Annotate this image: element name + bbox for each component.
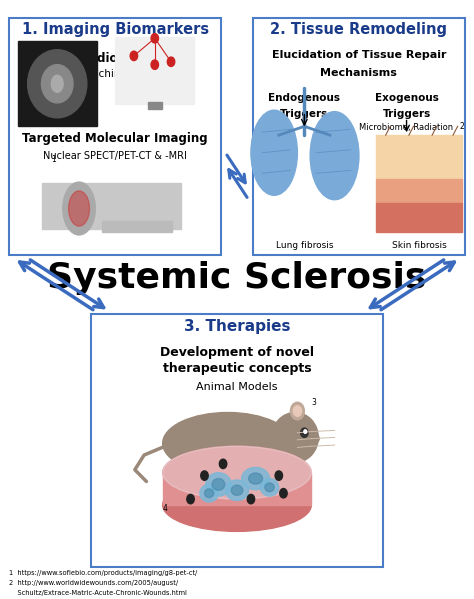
Ellipse shape bbox=[163, 479, 311, 531]
Text: Exogenous: Exogenous bbox=[374, 93, 438, 103]
Text: 2: 2 bbox=[460, 122, 465, 131]
Bar bbox=[148, 102, 162, 109]
Text: Targeted Molecular Imaging: Targeted Molecular Imaging bbox=[22, 132, 208, 145]
Ellipse shape bbox=[242, 467, 270, 490]
Ellipse shape bbox=[206, 473, 231, 496]
Circle shape bbox=[151, 34, 158, 43]
FancyBboxPatch shape bbox=[9, 18, 221, 255]
Ellipse shape bbox=[163, 446, 311, 499]
Bar bbox=[163, 473, 311, 505]
Bar bbox=[102, 222, 172, 232]
FancyBboxPatch shape bbox=[91, 314, 383, 567]
Text: Mechanisms: Mechanisms bbox=[320, 68, 397, 78]
Text: 1. Imaging Biomarkers: 1. Imaging Biomarkers bbox=[21, 22, 209, 37]
Circle shape bbox=[280, 489, 287, 498]
Ellipse shape bbox=[51, 75, 63, 92]
Bar bbox=[42, 183, 181, 229]
Bar bbox=[18, 41, 97, 126]
Text: Schultz/Extrace-Matric-Acute-Chronic-Wounds.html: Schultz/Extrace-Matric-Acute-Chronic-Wou… bbox=[9, 590, 187, 596]
Text: Endogenous: Endogenous bbox=[268, 93, 340, 103]
Ellipse shape bbox=[311, 434, 319, 443]
Ellipse shape bbox=[248, 473, 263, 484]
Text: 1: 1 bbox=[51, 155, 56, 164]
Circle shape bbox=[275, 471, 283, 480]
Text: Animal Models: Animal Models bbox=[196, 382, 278, 392]
Ellipse shape bbox=[200, 485, 219, 502]
FancyBboxPatch shape bbox=[253, 18, 465, 255]
Text: Nuclear SPECT/PET-CT & -MRI: Nuclear SPECT/PET-CT & -MRI bbox=[43, 151, 187, 161]
Ellipse shape bbox=[272, 413, 319, 462]
Ellipse shape bbox=[204, 489, 214, 498]
Ellipse shape bbox=[212, 479, 225, 490]
Text: Lung fibrosis: Lung fibrosis bbox=[275, 241, 333, 250]
Circle shape bbox=[167, 57, 175, 66]
Ellipse shape bbox=[231, 485, 243, 495]
Bar bbox=[376, 135, 462, 179]
Text: Skin fibrosis: Skin fibrosis bbox=[392, 241, 447, 250]
Ellipse shape bbox=[251, 110, 297, 195]
Ellipse shape bbox=[163, 413, 293, 474]
Text: Radiomics: Radiomics bbox=[81, 52, 149, 65]
Text: 3. Therapies: 3. Therapies bbox=[184, 319, 290, 334]
Ellipse shape bbox=[27, 50, 87, 118]
Bar bbox=[115, 37, 194, 104]
Text: Triggers: Triggers bbox=[280, 109, 328, 119]
Circle shape bbox=[219, 459, 227, 468]
Circle shape bbox=[201, 471, 208, 480]
Ellipse shape bbox=[41, 65, 73, 103]
Text: Microbiome, Radiation: Microbiome, Radiation bbox=[359, 123, 454, 132]
Ellipse shape bbox=[225, 480, 248, 501]
Text: CT & Machine Learning: CT & Machine Learning bbox=[55, 69, 175, 80]
Ellipse shape bbox=[260, 479, 279, 496]
Ellipse shape bbox=[63, 182, 95, 235]
Circle shape bbox=[301, 428, 308, 437]
Ellipse shape bbox=[310, 111, 359, 199]
Bar bbox=[376, 179, 462, 203]
Bar bbox=[115, 37, 194, 104]
Circle shape bbox=[130, 51, 137, 60]
Circle shape bbox=[187, 494, 194, 504]
Text: 2  http://www.worldwidewounds.com/2005/august/: 2 http://www.worldwidewounds.com/2005/au… bbox=[9, 580, 179, 586]
Circle shape bbox=[247, 494, 255, 504]
Text: 4: 4 bbox=[163, 504, 167, 513]
Text: therapeutic concepts: therapeutic concepts bbox=[163, 362, 311, 376]
Text: Systemic Sclerosis: Systemic Sclerosis bbox=[47, 261, 427, 295]
Text: 3: 3 bbox=[311, 398, 316, 407]
Ellipse shape bbox=[163, 446, 311, 499]
Ellipse shape bbox=[293, 406, 301, 416]
Text: 1  https://www.sofiebio.com/products/imaging/g8-pet-ct/: 1 https://www.sofiebio.com/products/imag… bbox=[9, 570, 198, 576]
Bar bbox=[42, 183, 181, 229]
Text: 3D Culture Models: 3D Culture Models bbox=[186, 476, 288, 486]
Ellipse shape bbox=[69, 191, 90, 226]
Bar bbox=[376, 135, 462, 232]
Ellipse shape bbox=[291, 403, 304, 420]
Ellipse shape bbox=[265, 483, 274, 492]
Bar bbox=[376, 203, 462, 232]
Text: Triggers: Triggers bbox=[383, 109, 431, 119]
Circle shape bbox=[151, 60, 158, 69]
Text: Elucidation of Tissue Repair: Elucidation of Tissue Repair bbox=[272, 50, 446, 60]
Circle shape bbox=[304, 430, 307, 433]
Text: 2. Tissue Remodeling: 2. Tissue Remodeling bbox=[271, 22, 447, 37]
Text: Development of novel: Development of novel bbox=[160, 346, 314, 359]
